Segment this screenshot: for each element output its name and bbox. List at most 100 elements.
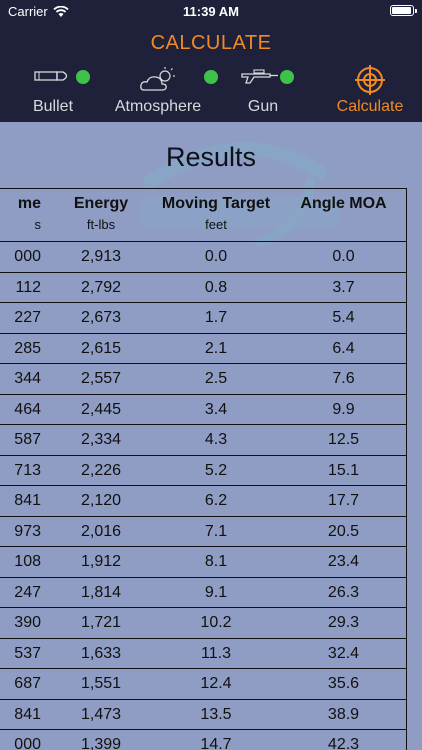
cell-angle-moa: 5.4 [332,309,355,326]
cell-angle-moa: 29.3 [327,614,360,631]
table-row: 841 1,473 13.5 38.9 [0,700,406,730]
rifle-icon [241,69,278,84]
tab-bar: Bullet Atmosphere Gun Calculate [0,62,422,122]
tab-atmosphere-label: Atmosphere [114,98,202,115]
bullet-status-dot [76,70,90,84]
table-row: 390 1,721 10.2 29.3 [0,608,406,639]
cell-moving-target: 4.3 [204,431,228,448]
column-unit: feet [205,217,227,232]
cell-energy: 1,721 [80,614,122,631]
cell-time: 227 [14,309,41,326]
cell-energy: 1,814 [80,583,122,601]
tab-calculate[interactable]: Calculate [330,62,410,122]
cell-time: 285 [14,339,41,357]
cell-energy: 2,557 [80,370,122,387]
cell-angle-moa: 7.6 [332,370,355,387]
table-row: 108 1,912 8.1 23.4 [0,547,406,578]
cell-moving-target: 7.1 [204,522,228,540]
cell-angle-moa: 32.4 [327,644,360,662]
table-row: 000 2,913 0.0 0.0 [0,242,406,273]
table-row: 464 2,445 3.4 9.9 [0,395,406,425]
table-row: 000 1,399 14.7 42.3 [0,730,406,750]
status-bar: Carrier 11:39 AM [0,0,422,24]
tab-gun-label: Gun [247,98,279,115]
table-header: me s Energy ft-lbs Moving Target feet An… [0,189,406,242]
table-row: 713 2,226 5.2 15.1 [0,456,406,486]
cell-time: 587 [14,431,41,448]
column-title: Moving Target [161,195,271,212]
tab-atmosphere[interactable]: Atmosphere [108,62,218,122]
cell-moving-target: 2.1 [204,339,228,357]
results-table[interactable]: me s Energy ft-lbs Moving Target feet An… [0,188,407,750]
bullet-icon [34,71,68,81]
cell-time: 000 [14,248,41,265]
cell-moving-target: 14.7 [200,736,232,750]
cell-time: 713 [14,461,41,479]
column-unit: s [34,217,42,232]
cell-time: 973 [14,522,41,540]
tab-bullet[interactable]: Bullet [18,62,90,122]
gun-status-dot [280,70,294,84]
cell-angle-moa: 15.1 [327,461,360,479]
cell-energy: 2,445 [80,400,122,418]
cell-angle-moa: 35.6 [327,675,360,692]
cell-moving-target: 10.2 [200,614,232,631]
table-row: 687 1,551 12.4 35.6 [0,669,406,700]
carrier-info: Carrier [8,4,69,19]
cell-energy: 1,399 [80,736,122,750]
cell-moving-target: 6.2 [204,492,228,509]
cell-energy: 1,473 [80,705,122,723]
table-row: 112 2,792 0.8 3.7 [0,273,406,303]
cell-moving-target: 0.0 [204,248,228,265]
column-header-moving-target: Moving Target feet [151,189,281,232]
cell-time: 841 [14,705,41,723]
cell-moving-target: 2.5 [204,370,228,387]
cell-time: 464 [14,400,41,418]
table-row: 247 1,814 9.1 26.3 [0,578,406,608]
cell-time: 687 [14,675,41,692]
tab-gun[interactable]: Gun [238,62,294,122]
column-unit: ft-lbs [86,217,116,232]
table-row: 344 2,557 2.5 7.6 [0,364,406,395]
cell-energy: 1,912 [80,553,122,570]
cell-moving-target: 3.4 [204,400,228,418]
cell-moving-target: 13.5 [200,705,232,723]
cell-energy: 2,673 [80,309,122,326]
results-panel: Results me s Energy ft-lbs Moving Target… [0,122,422,750]
cell-time: 390 [14,614,41,631]
cell-energy: 2,334 [80,431,122,448]
cell-angle-moa: 0.0 [332,248,355,265]
cell-angle-moa: 20.5 [327,522,360,540]
cell-angle-moa: 6.4 [332,339,355,357]
table-row: 537 1,633 11.3 32.4 [0,639,406,669]
cell-energy: 2,016 [80,522,122,540]
cell-time: 537 [14,644,41,662]
battery-icon [390,5,417,16]
table-row: 587 2,334 4.3 12.5 [0,425,406,456]
results-title: Results [165,142,257,172]
cell-angle-moa: 26.3 [327,583,360,601]
cell-angle-moa: 23.4 [327,553,360,570]
cell-time: 247 [14,583,41,601]
wifi-icon [53,5,69,17]
carrier-label: Carrier [8,4,48,19]
cell-time: 000 [14,736,41,750]
cell-time: 841 [14,492,41,509]
tab-bullet-label: Bullet [32,98,74,115]
cell-moving-target: 9.1 [204,583,228,601]
cell-moving-target: 11.3 [201,644,231,662]
table-row: 227 2,673 1.7 5.4 [0,303,406,334]
cell-energy: 2,615 [80,339,122,357]
cell-angle-moa: 12.5 [327,431,360,448]
column-header-angle-moa: Angle MOA [281,189,406,217]
watermark-logo [140,142,340,247]
cell-energy: 2,792 [80,278,122,296]
column-title: me [17,195,41,212]
cell-moving-target: 8.1 [204,553,228,570]
cell-moving-target: 0.8 [204,278,228,296]
cell-angle-moa: 42.3 [327,736,360,750]
column-header-time: me s [0,189,41,232]
page-title: CALCULATE [150,32,272,54]
crosshair-icon [355,65,385,95]
cell-moving-target: 5.2 [204,461,228,479]
